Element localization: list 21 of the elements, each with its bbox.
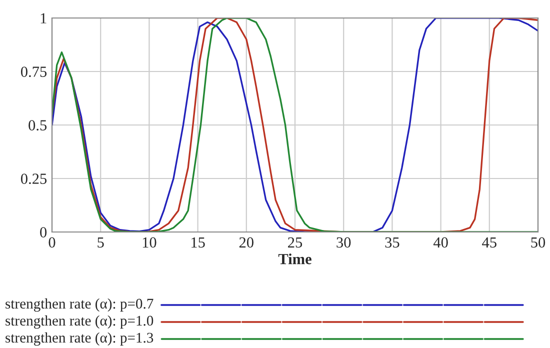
x-tick-label: 20 [239,237,254,248]
x-tick-label: 30 [336,237,351,248]
x-tick-label: 5 [98,237,104,248]
y-tick-label: 0 [40,227,47,238]
x-tick-label: 10 [142,237,156,248]
legend-label: strengthen rate (α): p=0.7 [6,298,154,312]
line-series [52,18,538,232]
y-tick-label: 0.25 [20,174,47,184]
x-tick-label: 45 [482,237,496,248]
legend-label: strengthen rate (α): p=1.0 [6,315,154,329]
x-tick-label: 25 [288,237,302,248]
x-axis-title: Time [278,253,312,264]
x-tick-label: 0 [48,237,56,248]
x-tick-label: 40 [433,237,448,248]
x-tick-label: 50 [531,237,546,248]
y-tick-label: 1 [40,13,46,24]
y-tick-label: 0.75 [20,66,47,78]
y-tick-label: 0.5 [28,120,47,131]
x-tick-label: 15 [192,237,205,248]
x-tick-label: 35 [385,237,400,248]
legend-label: strengthen rate (α): p=1.3 [6,332,154,346]
